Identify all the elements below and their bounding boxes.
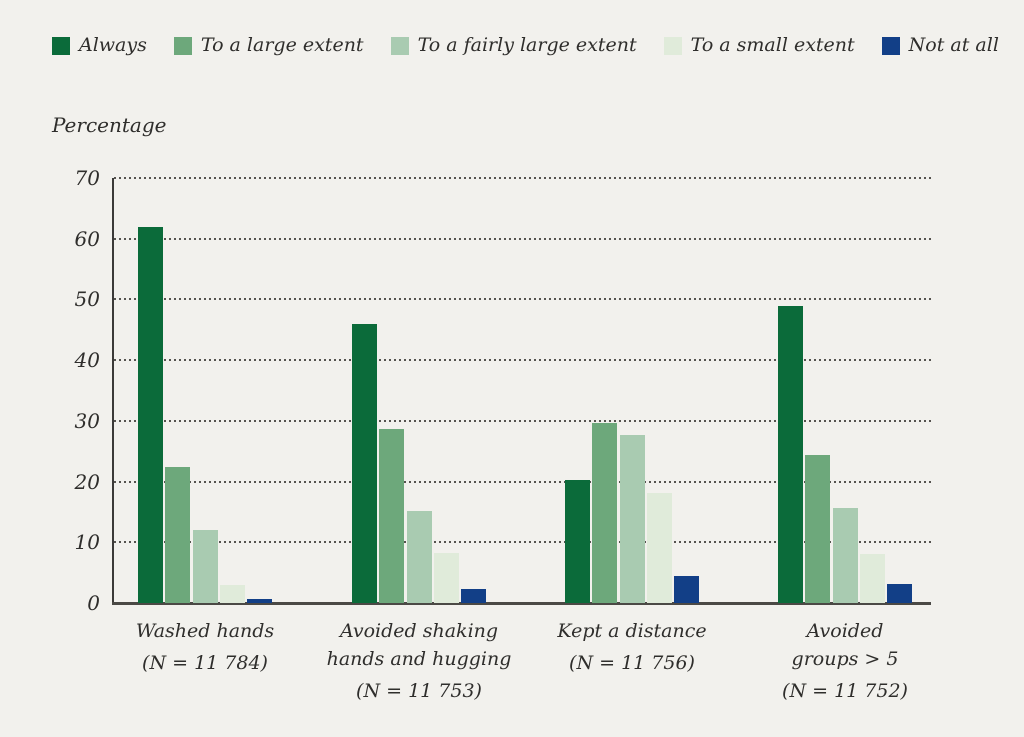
x-axis-labels: Washed hands (N = 11 784) Avoided shaking h… bbox=[112, 617, 931, 727]
x-label-1: Washed hands (N = 11 784) bbox=[75, 617, 335, 677]
bar-group-4 bbox=[778, 178, 912, 603]
x-label-line: Kept a distance bbox=[557, 620, 707, 642]
bar-series2-cat4 bbox=[805, 455, 831, 603]
legend-swatch bbox=[52, 36, 70, 55]
legend-item: To a small extent bbox=[663, 34, 855, 56]
gridline-70 bbox=[114, 177, 931, 179]
bar-series5-cat3 bbox=[674, 576, 699, 603]
bar-series4-cat3 bbox=[646, 492, 672, 603]
bar-series1-cat4 bbox=[778, 305, 803, 603]
gridline-10 bbox=[114, 541, 931, 544]
bar-series3-cat2 bbox=[406, 511, 432, 603]
bar-series3-cat1 bbox=[192, 530, 218, 603]
legend-item: Always bbox=[52, 36, 147, 55]
gridline-20 bbox=[114, 480, 931, 483]
y-tick-label-0: 0 bbox=[87, 591, 100, 615]
x-label-n: (N = 11 756) bbox=[569, 652, 695, 674]
bar-series5-cat4 bbox=[887, 584, 912, 603]
gridline-30 bbox=[114, 419, 931, 422]
x-label-line: Avoided bbox=[806, 620, 884, 642]
y-axis-line bbox=[112, 178, 114, 603]
legend-swatch bbox=[173, 36, 192, 55]
bar-series1-cat2 bbox=[352, 323, 377, 603]
y-tick-label-20: 20 bbox=[74, 469, 100, 494]
y-tick-label-50: 50 bbox=[74, 287, 100, 312]
x-label-line: hands and hugging bbox=[326, 648, 512, 670]
legend-item: To a fairly large extent bbox=[390, 34, 637, 56]
x-label-4: Avoided groups > 5 (N = 11 752) bbox=[715, 617, 975, 705]
bar-series4-cat4 bbox=[859, 553, 885, 603]
x-label-line: groups > 5 bbox=[791, 648, 899, 670]
y-tick-label-30: 30 bbox=[74, 408, 100, 433]
bar-series4-cat2 bbox=[433, 553, 459, 603]
x-label-line: Avoided shaking bbox=[339, 620, 499, 642]
legend-item: To a large extent bbox=[173, 34, 364, 56]
bar-group-1 bbox=[138, 178, 272, 603]
y-axis-title: Percentage bbox=[52, 113, 167, 137]
legend-label: Not at all bbox=[908, 34, 999, 56]
y-tick-label-10: 10 bbox=[74, 530, 100, 555]
bar-group-2 bbox=[352, 178, 486, 603]
bar-series3-cat4 bbox=[832, 508, 858, 603]
legend-swatch bbox=[663, 36, 682, 55]
legend: Always To a large extent To a fairly large… bbox=[52, 36, 999, 55]
gridline-60 bbox=[114, 237, 931, 240]
gridline-40 bbox=[114, 359, 931, 362]
legend-label: Always bbox=[79, 34, 147, 56]
plot-area bbox=[112, 177, 931, 605]
legend-label: To a small extent bbox=[690, 34, 855, 56]
bar-series2-cat3 bbox=[592, 422, 618, 603]
bar-series5-cat1 bbox=[247, 598, 272, 603]
x-label-n: (N = 11 784) bbox=[142, 652, 268, 674]
x-axis-baseline bbox=[112, 602, 931, 605]
bar-series4-cat1 bbox=[219, 584, 245, 603]
legend-swatch bbox=[390, 36, 409, 55]
bar-series5-cat2 bbox=[461, 589, 486, 603]
bar-series1-cat3 bbox=[565, 479, 590, 603]
x-label-2: Avoided shaking hands and hugging (N = 11 … bbox=[289, 617, 549, 705]
legend-item: Not at all bbox=[881, 34, 999, 56]
bar-series1-cat1 bbox=[138, 226, 163, 603]
y-tick-label-40: 40 bbox=[74, 348, 100, 373]
bar-series2-cat1 bbox=[165, 467, 191, 603]
bar-group-3 bbox=[565, 178, 699, 603]
bar-series2-cat2 bbox=[379, 429, 405, 603]
x-label-line: Washed hands bbox=[135, 620, 275, 642]
x-label-3: Kept a distance (N = 11 756) bbox=[502, 617, 762, 677]
legend-swatch bbox=[881, 36, 900, 55]
gridline-50 bbox=[114, 298, 931, 301]
x-label-n: (N = 11 753) bbox=[356, 680, 482, 702]
y-tick-label-60: 60 bbox=[74, 226, 100, 251]
legend-label: To a fairly large extent bbox=[417, 34, 637, 56]
y-axis-tick-labels: 0 10 20 30 40 50 60 70 bbox=[48, 166, 100, 615]
x-label-n: (N = 11 752) bbox=[782, 680, 908, 702]
y-tick-label-70: 70 bbox=[74, 166, 100, 190]
legend-label: To a large extent bbox=[200, 34, 364, 56]
bar-series3-cat3 bbox=[619, 435, 645, 603]
